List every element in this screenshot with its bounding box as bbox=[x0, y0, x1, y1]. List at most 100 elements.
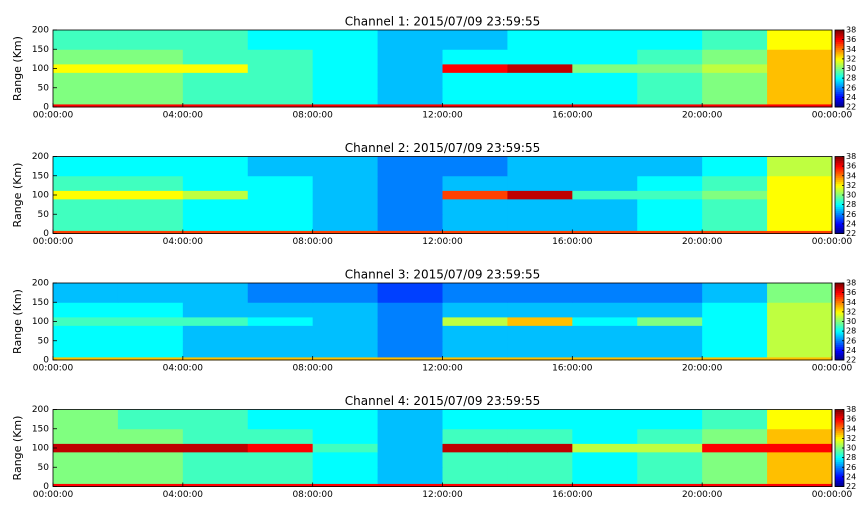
heatmap-cell bbox=[312, 302, 379, 318]
heatmap-cell bbox=[442, 340, 508, 358]
heatmap-cell bbox=[117, 72, 184, 89]
colorbar-segment bbox=[835, 56, 844, 60]
colorbar-segment bbox=[835, 321, 844, 324]
colorbar-tick-label: 34 bbox=[846, 171, 856, 180]
heatmap-cell bbox=[117, 103, 184, 108]
colorbar-segment bbox=[835, 185, 844, 188]
colorbar-segment bbox=[835, 195, 844, 198]
colorbar-segment bbox=[835, 168, 844, 171]
colorbar-segment bbox=[835, 331, 844, 334]
y-tick-label: 150 bbox=[32, 298, 49, 308]
heatmap-cell bbox=[702, 72, 768, 89]
colorbar-segment bbox=[835, 430, 844, 434]
heatmap-cell bbox=[182, 156, 249, 177]
heatmap-cell bbox=[247, 443, 314, 453]
heatmap-cell bbox=[312, 483, 379, 487]
heatmap-cell bbox=[312, 428, 379, 444]
colorbar-segment bbox=[835, 480, 844, 484]
colorbar-segment bbox=[835, 283, 844, 286]
heatmap-cell bbox=[767, 72, 833, 89]
heatmap-cell bbox=[702, 49, 768, 65]
colorbar-tick-label: 32 bbox=[846, 181, 856, 190]
y-tick-label: 50 bbox=[38, 463, 50, 473]
heatmap-cell bbox=[182, 483, 249, 487]
colorbar-segment bbox=[835, 315, 844, 319]
heatmap-cell bbox=[637, 443, 703, 453]
heatmap-cell bbox=[312, 103, 379, 108]
heatmap-cell bbox=[53, 72, 119, 89]
heatmap-cell bbox=[247, 103, 314, 108]
heatmap-cell bbox=[53, 198, 119, 215]
heatmap-cell bbox=[702, 198, 768, 215]
colorbar-segment bbox=[835, 105, 844, 108]
colorbar-tick-label: 22 bbox=[846, 356, 856, 365]
colorbar-segment bbox=[835, 471, 844, 474]
heatmap-cell bbox=[53, 302, 119, 318]
heatmap-cell bbox=[767, 230, 833, 234]
heatmap-cell bbox=[182, 316, 249, 326]
colorbar-segment bbox=[835, 313, 844, 317]
heatmap-cell bbox=[117, 63, 184, 73]
colorbar-tick-label: 26 bbox=[846, 336, 856, 345]
heatmap-cell bbox=[247, 483, 314, 487]
colorbar-tick-label: 22 bbox=[846, 229, 856, 238]
heatmap-cell bbox=[377, 325, 443, 342]
colorbar-segment bbox=[835, 323, 844, 326]
heatmap-cell bbox=[442, 103, 508, 108]
heatmap-cell bbox=[507, 72, 573, 89]
heatmap-cell bbox=[572, 87, 638, 105]
heatmap-cell bbox=[572, 356, 638, 361]
heatmap-cell bbox=[247, 230, 314, 234]
colorbar-tick-label: 38 bbox=[846, 405, 856, 414]
heatmap-cell bbox=[507, 316, 573, 326]
heatmap-cell bbox=[182, 230, 249, 234]
colorbar-segment bbox=[835, 286, 844, 290]
colorbar-segment bbox=[835, 35, 844, 39]
heatmap-cell bbox=[117, 443, 184, 453]
colorbar-segment bbox=[835, 308, 844, 311]
heatmap-cell bbox=[702, 302, 768, 318]
colorbar-tick-label: 26 bbox=[846, 463, 856, 472]
heatmap-cell bbox=[117, 316, 184, 326]
x-tick-label: 00:00:00 bbox=[812, 237, 853, 247]
heatmap-cell bbox=[377, 340, 443, 358]
chart-title: Channel 1: 2015/07/09 23:59:55 bbox=[345, 15, 540, 29]
y-tick-label: 50 bbox=[38, 210, 50, 220]
colorbar-segment bbox=[835, 95, 844, 98]
heatmap-cell bbox=[182, 63, 249, 73]
heatmap-cell bbox=[637, 49, 703, 65]
colorbar-segment bbox=[835, 340, 844, 344]
heatmap-cell bbox=[247, 87, 314, 105]
colorbar-tick-label: 38 bbox=[846, 152, 856, 161]
heatmap-cell bbox=[117, 409, 184, 430]
colorbar-segment bbox=[835, 177, 844, 181]
heatmap-cell bbox=[377, 156, 443, 177]
colorbar-tick-label: 30 bbox=[846, 317, 856, 326]
colorbar-tick-label: 24 bbox=[846, 93, 856, 102]
heatmap-cell bbox=[53, 467, 119, 484]
heatmap-cell bbox=[507, 63, 573, 73]
heatmap-cell bbox=[767, 325, 833, 342]
x-tick-label: 00:00:00 bbox=[33, 364, 74, 374]
heatmap-cell bbox=[637, 198, 703, 215]
colorbar-segment bbox=[835, 30, 844, 33]
colorbar-segment bbox=[835, 208, 844, 211]
heatmap-cell bbox=[117, 428, 184, 444]
heatmap-cell bbox=[117, 483, 184, 487]
heatmap-cell bbox=[53, 87, 119, 105]
heatmap-cell bbox=[767, 87, 833, 105]
heatmap-cell bbox=[637, 230, 703, 234]
heatmap-cell bbox=[247, 190, 314, 200]
colorbar-segment bbox=[835, 41, 844, 44]
y-axis-label: Range (Km) bbox=[11, 36, 24, 101]
x-tick-label: 00:00:00 bbox=[812, 490, 853, 500]
colorbar-segment bbox=[835, 428, 844, 432]
heatmap-cell bbox=[53, 49, 119, 65]
heatmap-cell bbox=[767, 175, 833, 191]
colorbar-segment bbox=[835, 478, 844, 482]
heatmap-cell bbox=[702, 409, 768, 430]
colorbar-segment bbox=[835, 45, 844, 48]
colorbar-segment bbox=[835, 193, 844, 196]
colorbar-segment bbox=[835, 160, 844, 163]
colorbar-segment bbox=[835, 103, 844, 106]
